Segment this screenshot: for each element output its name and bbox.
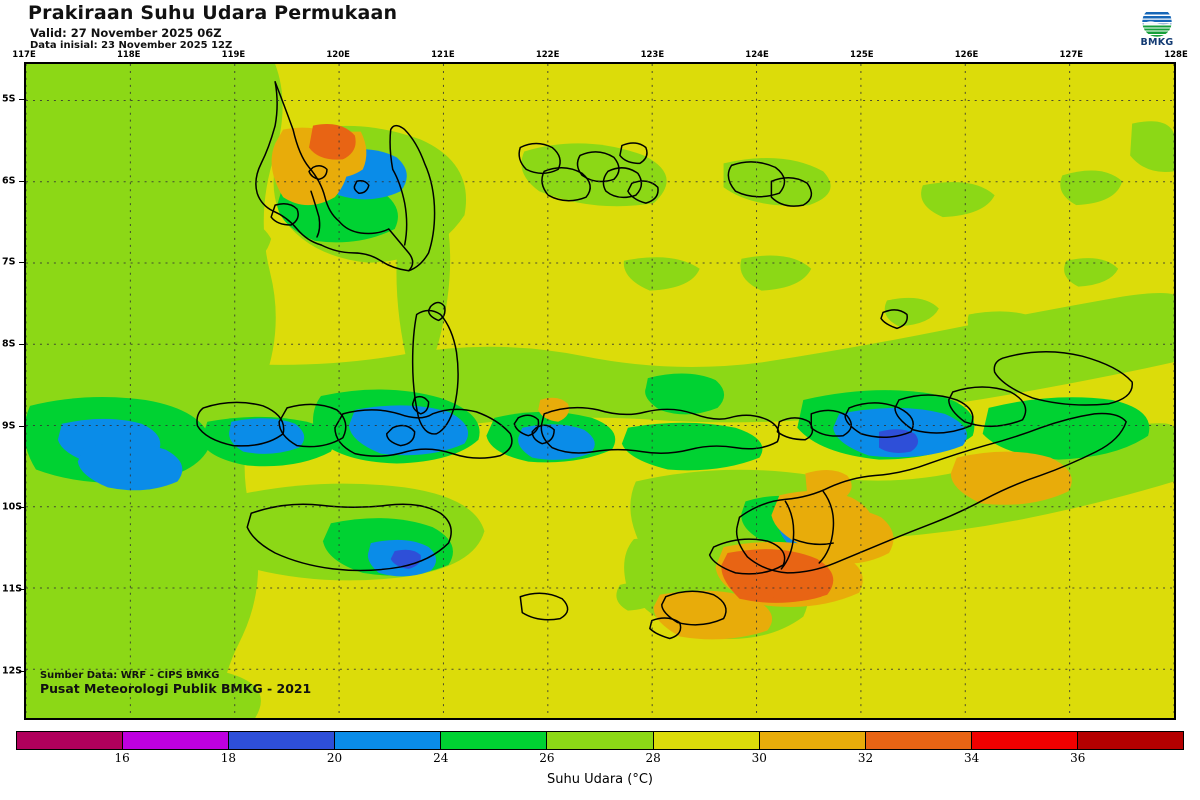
colorbar-tick-34: 34 [963,751,980,765]
bmkg-logo-icon [1141,6,1173,38]
coastlines [196,81,1133,640]
temperature-map[interactable]: Sumber Data: WRF - CIPS BMKG Pusat Meteo… [24,62,1176,720]
colorbar-segment-26-28[interactable] [547,732,654,749]
colorbar-tick-26: 26 [539,751,555,765]
colorbar-segment-18-20[interactable] [229,732,336,749]
y-axis-tickmark [19,262,24,264]
temperature-colorbar[interactable] [16,731,1184,750]
y-axis-tick-9S: 9S [2,420,16,432]
colorbar-segment-28-30[interactable] [653,732,760,749]
x-axis-tick-124E: 124E [745,50,769,60]
y-axis-tickmark [19,344,24,345]
y-axis-tickmark [19,180,24,182]
y-axis-tick-12S: 12S [2,665,23,677]
colorbar-segment-24-26[interactable] [441,732,548,749]
colorbar-label: Suhu Udara (°C) [547,772,653,787]
x-axis-tick-119E: 119E [221,50,246,60]
credit-org: Pusat Meteorologi Publik BMKG - 2021 [40,681,311,696]
colorbar-tick-20: 20 [326,751,343,765]
colorbar-tick-32: 32 [857,751,874,765]
credit-source: Sumber Data: WRF - CIPS BMKG [40,670,220,681]
colorbar-segment-34-36[interactable] [971,732,1078,749]
map-gridlines [26,64,1174,718]
colorbar-tick-24: 24 [433,751,449,765]
x-axis-tick-117E: 117E [12,50,36,60]
bmkg-logo: BMKG [1136,6,1178,52]
colorbar-segment->36[interactable] [1077,732,1184,749]
x-axis-tick-127E: 127E [1059,50,1084,60]
initial-data-label: Data inisial: 23 November 2025 12Z [30,40,233,51]
colorbar-segment-<16[interactable] [17,732,124,749]
x-axis-tick-123E: 123E [640,50,665,60]
field-32-34 [309,123,834,603]
y-axis-tick-10S: 10S [2,501,23,513]
bmkg-logo-label: BMKG [1140,37,1174,48]
colorbar-tick-28: 28 [645,751,661,765]
colorbar-segment-30-32[interactable] [759,732,866,749]
x-axis-tick-128E: 128E [1164,50,1188,60]
x-axis-tick-121E: 121E [431,50,455,60]
page-header: Prakiraan Suhu Udara Permukaan Valid: 27… [0,0,1200,52]
colorbar-tick-18: 18 [220,751,236,765]
y-axis-tick-5S: 5S [2,93,16,105]
x-axis-tick-122E: 122E [535,50,560,60]
colorbar-tick-36: 36 [1070,751,1086,765]
x-axis-tick-126E: 126E [954,50,979,60]
colorbar-tick-16: 16 [114,751,130,765]
x-axis-tick-118E: 118E [116,50,141,60]
y-axis-tick-7S: 7S [2,256,16,268]
colorbar-tick-30: 30 [751,751,767,765]
y-axis-tickmark [19,670,24,672]
page-title: Prakiraan Suhu Udara Permukaan [28,2,398,24]
y-axis-tick-6S: 6S [2,175,16,187]
y-axis-tick-8S: 8S [2,338,16,350]
y-axis-tickmark [19,507,24,509]
colorbar-segment-16-18[interactable] [123,732,230,749]
colorbar-tick-labels: 16 18 20 24 26 28 30 32 34 36 [16,751,1184,767]
x-axis-tick-125E: 125E [850,50,874,60]
temperature-field: Sumber Data: WRF - CIPS BMKG Pusat Meteo… [26,64,1174,718]
y-axis-tickmark [19,98,24,100]
y-axis-tickmark [19,425,24,427]
valid-time-label: Valid: 27 November 2025 06Z [30,26,222,40]
y-axis-tick-11S: 11S [2,583,23,595]
y-axis-tickmark [19,589,24,591]
x-axis-tick-120E: 120E [326,50,350,60]
colorbar-segment-20-24[interactable] [335,732,442,749]
colorbar-segment-32-34[interactable] [865,732,972,749]
